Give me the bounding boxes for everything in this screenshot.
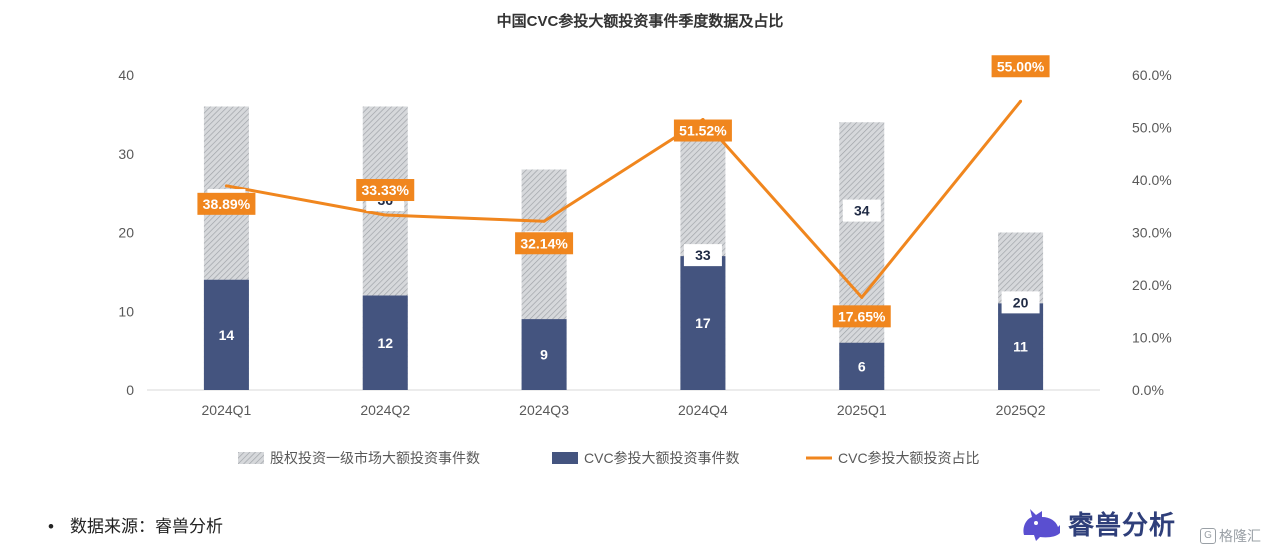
chart-title: 中国CVC参投大额投资事件季度数据及占比 [496, 13, 784, 30]
y2-tick-label: 50.0% [1132, 120, 1172, 136]
y2-tick-label: 40.0% [1132, 172, 1172, 188]
cvc-events-bar [362, 295, 408, 390]
cvc-value-label: 12 [377, 335, 393, 351]
beast-logo-icon [1023, 509, 1060, 541]
cvc-value-label: 17 [695, 315, 711, 331]
x-tick-label: 2024Q1 [202, 402, 252, 418]
cvc-value-label: 14 [219, 327, 235, 343]
cvc-value-label: 9 [540, 347, 548, 363]
y-tick-label: 20 [118, 225, 134, 241]
y2-tick-label: 60.0% [1132, 67, 1172, 83]
cvc-events-bar [203, 279, 249, 390]
share-label-box [673, 119, 732, 142]
share-value-label: 38.89% [203, 196, 251, 212]
bullet: • [48, 517, 54, 536]
cvc-events-bar [521, 319, 567, 390]
legend-label-cvc: CVC参投大额投资事件数 [584, 450, 740, 466]
share-label-box [991, 55, 1050, 78]
legend-swatch-total [238, 452, 264, 464]
legend-label-total: 股权投资一级市场大额投资事件数 [270, 450, 480, 466]
y2-tick-label: 20.0% [1132, 277, 1172, 293]
cvc-share-point [542, 219, 546, 223]
y-tick-label: 40 [118, 67, 134, 83]
cvc-share-point [860, 295, 864, 299]
cvc-share-point [224, 184, 228, 188]
total-value-label: 20 [1013, 294, 1029, 310]
share-label-box [197, 192, 256, 215]
legend-label-share: CVC参投大额投资占比 [838, 450, 980, 466]
cvc-value-label: 6 [858, 358, 866, 374]
y2-tick-label: 0.0% [1132, 382, 1164, 398]
y-tick-label: 10 [118, 303, 134, 319]
watermark-logo-icon: G [1200, 528, 1216, 544]
cvc-share-point [1019, 99, 1023, 103]
x-tick-label: 2025Q1 [837, 402, 887, 418]
data-source-note: • 数据来源：睿兽分析 [48, 512, 223, 537]
total-value-label: 34 [854, 203, 870, 219]
combo-chart: 0 10 20 30 40 0.0% 10.0% 20.0% 30.0% 40.0% 50.0% 60… [118, 55, 1172, 466]
share-value-label: 17.65% [838, 308, 886, 324]
cvc-events-bar [998, 303, 1044, 390]
y-tick-label: 0 [126, 382, 134, 398]
x-tick-label: 2024Q4 [678, 402, 728, 418]
total-value-label: 33 [695, 247, 711, 263]
cvc-value-label: 11 [1013, 339, 1028, 355]
brand-logo: 睿兽分析 [1020, 503, 1176, 543]
share-value-label: 55.00% [997, 58, 1045, 74]
x-tick-label: 2024Q3 [519, 402, 569, 418]
share-label-box [356, 179, 415, 202]
y-tick-label: 30 [118, 146, 134, 162]
total-label-box [683, 244, 722, 267]
total-label-box [1001, 291, 1040, 314]
y2-tick-label: 30.0% [1132, 225, 1172, 241]
cvc-share-point [383, 213, 387, 217]
share-value-label: 32.14% [520, 235, 568, 251]
share-value-label: 33.33% [362, 182, 410, 198]
x-tick-label: 2024Q2 [360, 402, 410, 418]
x-tick-label: 2025Q2 [996, 402, 1046, 418]
legend-swatch-cvc [552, 452, 578, 464]
y2-tick-label: 10.0% [1132, 330, 1172, 346]
watermark: G 格隆汇 [1200, 526, 1261, 546]
total-label-box [842, 199, 881, 222]
cvc-events-bar [839, 342, 885, 390]
brand-name: 睿兽分析 [1068, 510, 1177, 541]
watermark-text: 格隆汇 [1219, 528, 1261, 544]
data-source-text: 数据来源：睿兽分析 [69, 517, 223, 536]
share-label-box [515, 232, 574, 255]
cvc-events-bar [680, 256, 726, 390]
share-value-label: 51.52% [679, 123, 727, 139]
cvc-share-line [226, 100, 1022, 299]
share-label-box [832, 305, 891, 328]
